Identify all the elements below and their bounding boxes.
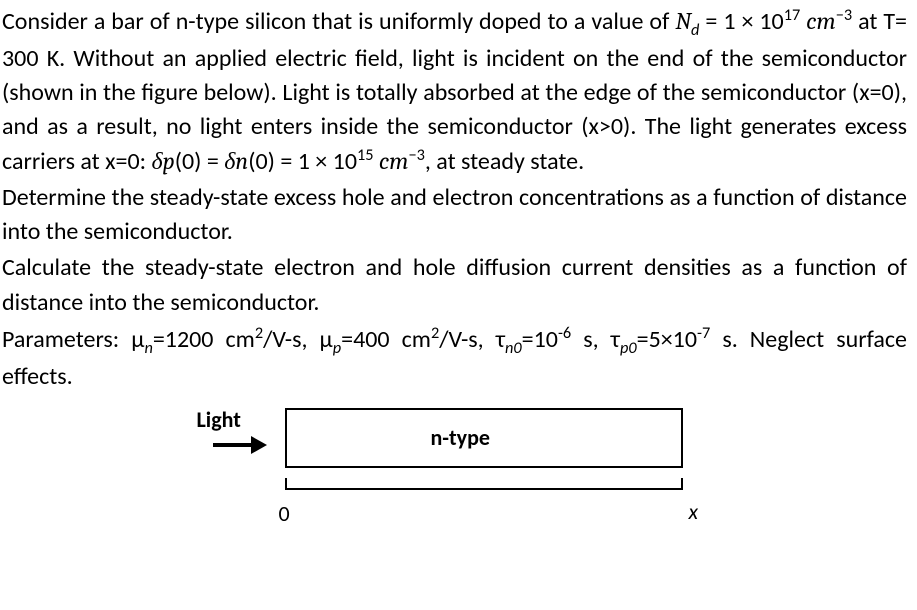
exp-m3: −3 (836, 5, 852, 25)
ntype-label: n-type (431, 422, 490, 453)
text: Parameters: μ (2, 325, 144, 354)
text: (0) = (175, 147, 225, 176)
unit-cm: cm (374, 147, 409, 175)
exp-2a: 2 (255, 323, 263, 343)
text: Determine the steady-state excess hole a… (2, 183, 907, 246)
text: (0) = 1 × 10 (248, 147, 357, 176)
origin-label: 0 (279, 498, 290, 529)
exp-m3b: −3 (408, 145, 424, 165)
question-part-a: Determine the steady-state excess hole a… (2, 181, 907, 249)
sub-p0: p0 (620, 337, 637, 357)
parameters: Parameters: μn=1200 cm2/V-s, μp=400 cm2/… (2, 322, 907, 394)
text: s, τ (571, 325, 620, 354)
text: =10 (522, 325, 558, 354)
text: /V-s, τ (439, 325, 505, 354)
semiconductor-diagram: Light n-type 0 x (195, 400, 715, 528)
arrow-head (251, 436, 267, 454)
sub-p: p (333, 337, 341, 357)
var-dn: δn (224, 147, 248, 175)
exp-15: 15 (357, 145, 374, 165)
text: Calculate the steady-state electron and … (2, 253, 907, 316)
axis-line (285, 488, 683, 490)
var-dp: δp (152, 147, 175, 175)
text: 1 × 10 (723, 7, 783, 36)
text: =5×10 (637, 325, 697, 354)
sub-n0: n0 (505, 337, 522, 357)
exp-m7: -7 (697, 323, 710, 343)
text: =400 cm (341, 325, 431, 354)
arrow-shaft (213, 443, 253, 447)
sub-n: n (144, 337, 152, 357)
text: , at steady state. (425, 147, 584, 176)
question-part-b: Calculate the steady-state electron and … (2, 251, 907, 319)
light-arrow-icon (213, 434, 267, 436)
exp-m6: -6 (558, 323, 571, 343)
x-axis (285, 488, 683, 502)
exp-2b: 2 (431, 323, 439, 343)
var-Nd: N (675, 7, 691, 35)
text: = (699, 7, 723, 36)
text: Consider a bar of n-type silicon that is… (2, 7, 675, 36)
x-axis-label: x (689, 496, 699, 527)
text: /V-s, μ (263, 325, 333, 354)
tick-end (681, 478, 683, 490)
text: =1200 cm (153, 325, 255, 354)
light-label: Light (197, 404, 241, 435)
exp-17: 17 (784, 5, 801, 25)
unit-cm: cm (800, 7, 835, 35)
problem-statement: Consider a bar of n-type silicon that is… (2, 4, 907, 179)
figure-container: Light n-type 0 x (2, 400, 907, 528)
